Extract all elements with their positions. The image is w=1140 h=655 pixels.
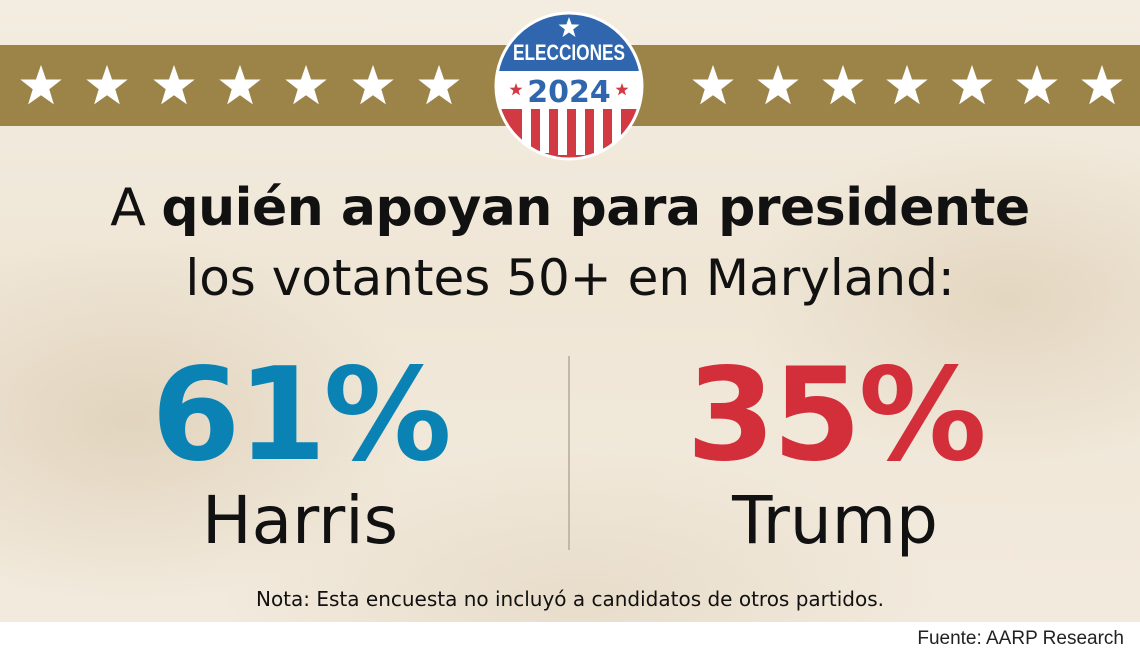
result-harris: 61% Harris [80, 342, 520, 556]
star-icon [1016, 64, 1058, 104]
badge-year: 2024 [527, 75, 611, 110]
star-icon [418, 64, 460, 104]
star-icon [886, 64, 929, 104]
headline: A quién apoyan para presidente los votan… [0, 170, 1140, 310]
star-icon [1080, 64, 1123, 104]
candidate-trump: Trump [732, 482, 938, 559]
source-credit: Fuente: AARP Research [917, 628, 1124, 649]
star-icon [692, 64, 735, 104]
elecciones-2024-badge: ELECCIONES 2024 [494, 11, 644, 161]
star-icon [285, 64, 327, 104]
star-row-left [0, 45, 480, 126]
star-icon [153, 64, 195, 104]
star-icon [351, 64, 394, 104]
star-icon [951, 64, 993, 104]
badge-star-icon [558, 17, 580, 37]
star-icon [20, 64, 62, 104]
headline-line-1: A quién apoyan para presidente [0, 170, 1140, 246]
star-icon [219, 64, 261, 104]
percent-trump: 35% [686, 341, 986, 490]
headline-prefix: A [110, 178, 146, 238]
star-icon [822, 64, 864, 104]
badge-star-right-icon [615, 83, 629, 96]
badge-star-left-icon [509, 83, 523, 96]
footnote: Nota: Esta encuesta no incluyó a candida… [255, 587, 884, 611]
headline-line-2: los votantes 50+ en Maryland: [185, 249, 955, 307]
headline-emphasis: quién apoyan para presidente [161, 178, 1030, 238]
divider [568, 356, 570, 550]
star-icon [86, 64, 129, 104]
candidate-harris: Harris [202, 482, 398, 559]
star-icon [757, 64, 799, 104]
star-row-right [675, 45, 1140, 126]
badge-word: ELECCIONES [513, 40, 625, 65]
percent-harris: 61% [151, 341, 451, 490]
infographic: ELECCIONES 2024 A quién apoyan para pres… [0, 0, 1140, 622]
result-trump: 35% Trump [615, 342, 1055, 556]
